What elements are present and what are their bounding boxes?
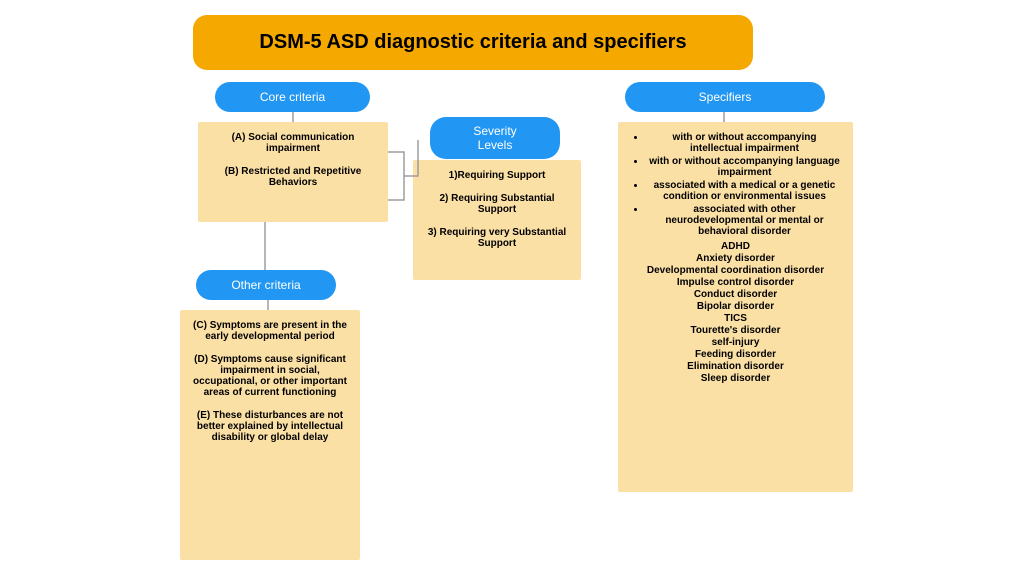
specifiers-bullet: associated with other neurodevelopmental… xyxy=(646,204,843,237)
pill-core-label: Core criteria xyxy=(260,90,325,104)
specifiers-bullet: with or without accompanying language im… xyxy=(646,156,843,178)
core-criteria-box: (A) Social communication impairment (B) … xyxy=(198,122,388,222)
connectors-svg xyxy=(0,0,1024,576)
pill-severity-levels: Severity Levels xyxy=(430,117,560,159)
other-c: (C) Symptoms are present in the early de… xyxy=(190,320,350,342)
specifiers-disorder: ADHD xyxy=(628,241,843,252)
other-criteria-box: (C) Symptoms are present in the early de… xyxy=(180,310,360,560)
specifiers-disorder: Elimination disorder xyxy=(628,361,843,372)
other-e: (E) These disturbances are not better ex… xyxy=(190,410,350,443)
specifiers-bullet: with or without accompanying intellectua… xyxy=(646,132,843,154)
pill-other-criteria: Other criteria xyxy=(196,270,336,300)
specifiers-disorder: self-injury xyxy=(628,337,843,348)
specifiers-disorder: Feeding disorder xyxy=(628,349,843,360)
pill-severity-label: Severity Levels xyxy=(473,124,516,152)
severity-lvl2: 2) Requiring Substantial Support xyxy=(423,193,571,215)
specifiers-box: with or without accompanying intellectua… xyxy=(618,122,853,492)
pill-specifiers-label: Specifiers xyxy=(699,90,752,104)
specifiers-disorder: Anxiety disorder xyxy=(628,253,843,264)
specifiers-disorder: Bipolar disorder xyxy=(628,301,843,312)
specifiers-disorder-list: ADHDAnxiety disorderDevelopmental coordi… xyxy=(628,241,843,384)
severity-lvl3: 3) Requiring very Substantial Support xyxy=(423,227,571,249)
specifiers-disorder: Conduct disorder xyxy=(628,289,843,300)
core-a: (A) Social communication impairment xyxy=(208,132,378,154)
title-bar: DSM-5 ASD diagnostic criteria and specif… xyxy=(193,15,753,70)
severity-levels-box: 1)Requiring Support 2) Requiring Substan… xyxy=(413,160,581,280)
specifiers-disorder: Tourette's disorder xyxy=(628,325,843,336)
specifiers-bullets: with or without accompanying intellectua… xyxy=(628,132,843,237)
pill-specifiers: Specifiers xyxy=(625,82,825,112)
pill-other-label: Other criteria xyxy=(231,278,300,292)
severity-lvl1: 1)Requiring Support xyxy=(423,170,571,181)
page-title: DSM-5 ASD diagnostic criteria and specif… xyxy=(259,31,686,54)
specifiers-bullet: associated with a medical or a genetic c… xyxy=(646,180,843,202)
other-d: (D) Symptoms cause significant impairmen… xyxy=(190,354,350,398)
core-b: (B) Restricted and Repetitive Behaviors xyxy=(208,166,378,188)
specifiers-disorder: Developmental coordination disorder xyxy=(628,265,843,276)
specifiers-disorder: TICS xyxy=(628,313,843,324)
pill-core-criteria: Core criteria xyxy=(215,82,370,112)
specifiers-disorder: Impulse control disorder xyxy=(628,277,843,288)
specifiers-disorder: Sleep disorder xyxy=(628,373,843,384)
